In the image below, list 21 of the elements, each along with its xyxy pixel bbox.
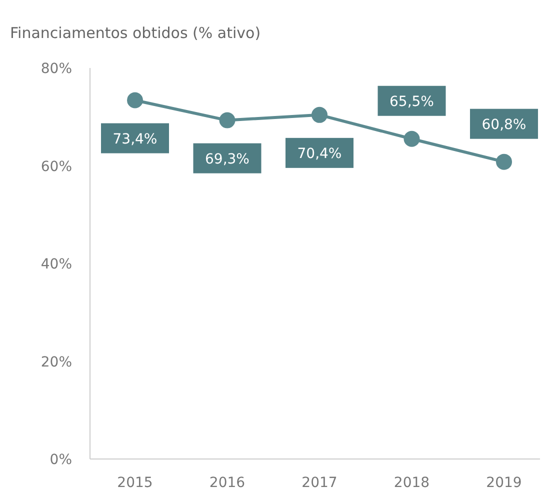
y-tick-label: 0% (50, 452, 72, 468)
x-tick-label: 2017 (302, 475, 338, 491)
x-tick-label: 2016 (209, 475, 246, 491)
x-tick-label: 2019 (486, 475, 522, 491)
point (127, 92, 143, 108)
data-label: 70,4% (297, 146, 342, 162)
data-label: 60,8% (482, 116, 526, 133)
x-tick-label: 2018 (394, 475, 430, 491)
y-tick-label: 60% (40, 158, 72, 175)
point (219, 112, 236, 128)
y-tick-label: 20% (40, 354, 72, 370)
y-tick-label: 80% (40, 61, 72, 77)
chart-title: Financiamentos obtidos (% ativo) (10, 24, 261, 42)
data-label: 73,4% (112, 131, 158, 148)
point (312, 106, 328, 123)
point (404, 130, 420, 147)
data-label: 69,3% (205, 151, 250, 168)
x-tick-label: 2015 (117, 475, 153, 491)
y-tick-label: 40% (40, 256, 72, 272)
data-label: 65,5% (390, 94, 434, 110)
point (496, 154, 512, 170)
